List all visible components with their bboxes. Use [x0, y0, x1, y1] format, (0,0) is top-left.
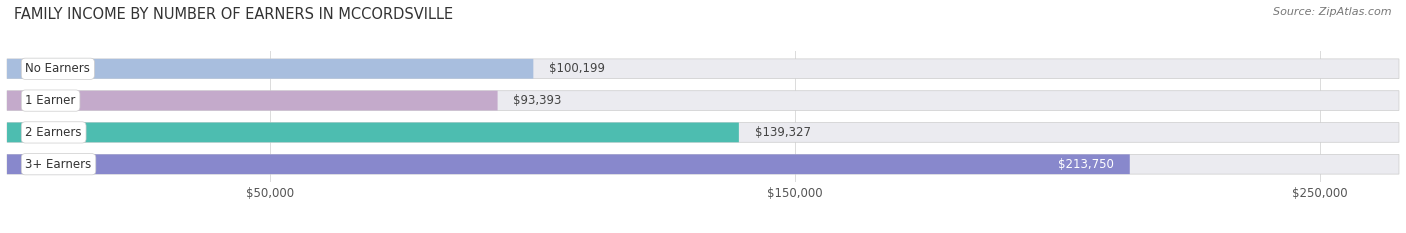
Text: $213,750: $213,750: [1059, 158, 1114, 171]
Text: 2 Earners: 2 Earners: [25, 126, 82, 139]
FancyBboxPatch shape: [7, 91, 498, 110]
FancyBboxPatch shape: [7, 123, 1399, 142]
FancyBboxPatch shape: [7, 59, 1399, 79]
Text: FAMILY INCOME BY NUMBER OF EARNERS IN MCCORDSVILLE: FAMILY INCOME BY NUMBER OF EARNERS IN MC…: [14, 7, 453, 22]
FancyBboxPatch shape: [7, 154, 1399, 174]
FancyBboxPatch shape: [7, 123, 740, 142]
Text: 1 Earner: 1 Earner: [25, 94, 76, 107]
Text: Source: ZipAtlas.com: Source: ZipAtlas.com: [1274, 7, 1392, 17]
Text: 3+ Earners: 3+ Earners: [25, 158, 91, 171]
Text: $93,393: $93,393: [513, 94, 562, 107]
FancyBboxPatch shape: [7, 91, 1399, 110]
Text: No Earners: No Earners: [25, 62, 90, 75]
FancyBboxPatch shape: [7, 59, 533, 79]
Text: $100,199: $100,199: [550, 62, 605, 75]
FancyBboxPatch shape: [7, 154, 1130, 174]
Text: $139,327: $139,327: [755, 126, 811, 139]
